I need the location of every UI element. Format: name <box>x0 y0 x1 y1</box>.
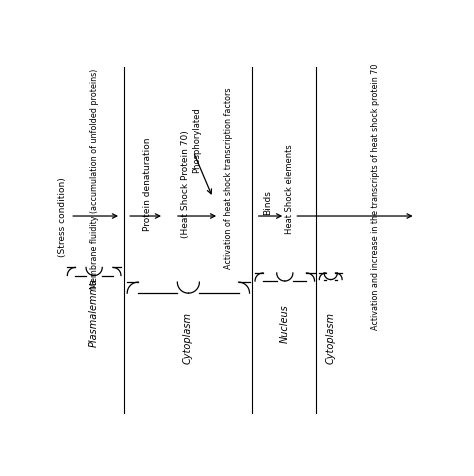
Text: Membrane fluidity (accumulation of unfolded proteins): Membrane fluidity (accumulation of unfol… <box>90 68 99 288</box>
Text: Binds: Binds <box>264 189 273 214</box>
Text: Nucleus: Nucleus <box>280 304 290 342</box>
Text: (Stress condition): (Stress condition) <box>58 177 67 257</box>
Text: Cytoplasm: Cytoplasm <box>326 312 336 364</box>
Text: Activation and increase in the transcripts of heat shock protein 70: Activation and increase in the transcrip… <box>371 63 380 329</box>
Text: Protein denaturation: Protein denaturation <box>143 137 152 230</box>
Text: Activation of heat shock transcription factors: Activation of heat shock transcription f… <box>224 88 233 268</box>
Text: Plasmalemma: Plasmalemma <box>89 278 99 346</box>
Text: Phosphorylated: Phosphorylated <box>192 107 201 172</box>
Text: Cytoplasm: Cytoplasm <box>183 312 193 364</box>
Text: (Heat Shock Protein 70): (Heat Shock Protein 70) <box>182 130 191 238</box>
Text: Heat Shock elements: Heat Shock elements <box>285 144 294 234</box>
